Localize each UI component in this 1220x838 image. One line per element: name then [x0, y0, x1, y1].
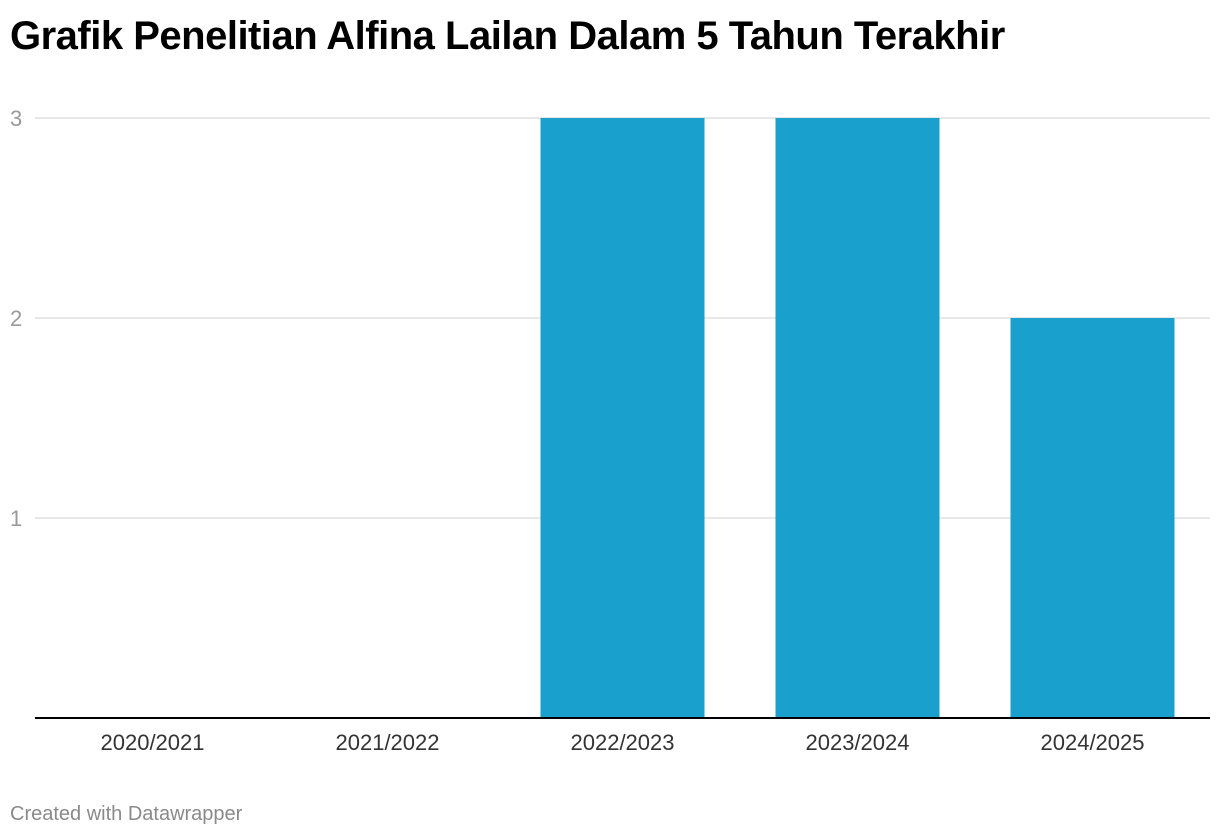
y-tick-label: 1 — [10, 506, 22, 531]
x-category-label: 2023/2024 — [806, 730, 910, 755]
x-category-label: 2020/2021 — [101, 730, 205, 755]
x-category-label: 2024/2025 — [1041, 730, 1145, 755]
y-axis-tick-labels: 1 2 3 — [10, 106, 22, 531]
bar-2024-2025 — [1010, 318, 1175, 718]
x-category-label: 2021/2022 — [336, 730, 440, 755]
bar-2022-2023 — [540, 118, 705, 718]
chart-title: Grafik Penelitian Alfina Lailan Dalam 5 … — [10, 14, 1005, 58]
x-axis-category-labels: 2020/2021 2021/2022 2022/2023 2023/2024 2024… — [101, 730, 1145, 755]
footer-credit: Created with Datawrapper — [10, 803, 243, 825]
x-category-label: 2022/2023 — [571, 730, 675, 755]
bar-2023-2024 — [775, 118, 940, 718]
bars — [540, 118, 1175, 718]
y-tick-label: 2 — [10, 306, 22, 331]
y-tick-label: 3 — [10, 106, 22, 131]
